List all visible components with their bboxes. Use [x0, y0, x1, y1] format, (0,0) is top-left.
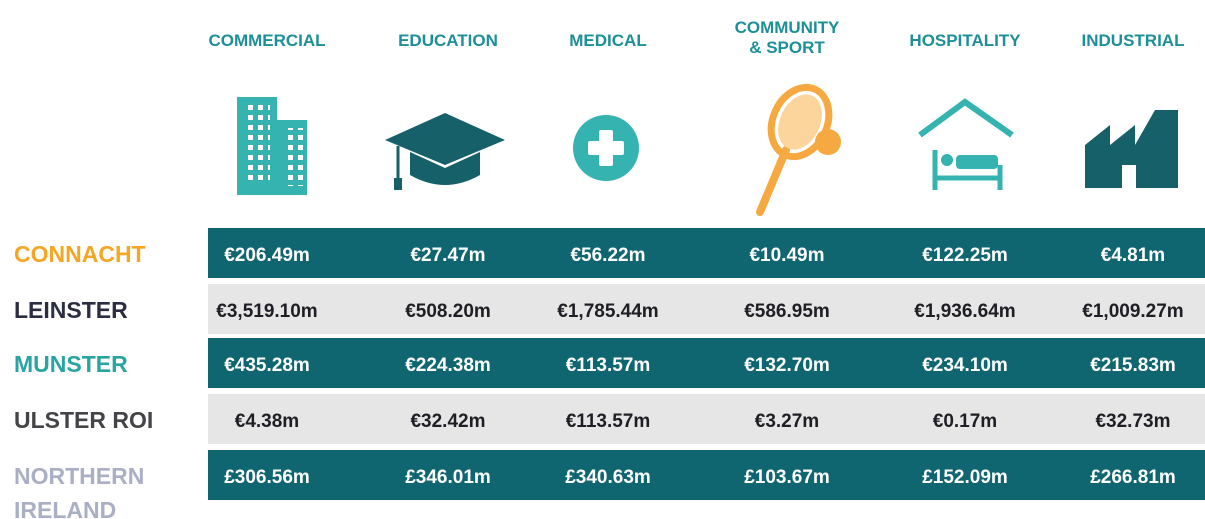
cell-value: £346.01m	[405, 467, 491, 488]
cell-value: €3.27m	[755, 411, 819, 432]
cell-value: €586.95m	[744, 301, 830, 322]
icon-commercial	[237, 97, 307, 195]
row-label: NORTHERN IRELAND	[14, 463, 144, 519]
icon-industrial	[1085, 110, 1178, 188]
cell-value: €122.25m	[922, 245, 1008, 266]
icon-medical	[573, 115, 639, 181]
cell-value: €10.49m	[749, 245, 824, 266]
row-band	[208, 228, 1205, 278]
cell-value: £103.67m	[744, 467, 830, 488]
column-header: COMMERCIAL	[208, 31, 325, 50]
row-label: ULSTER ROI	[14, 407, 153, 433]
cell-value: €206.49m	[224, 245, 310, 266]
icon-education	[385, 113, 505, 190]
cell-value: €1,785.44m	[557, 301, 658, 322]
row-band	[208, 450, 1205, 500]
cell-value: €1,009.27m	[1082, 301, 1183, 322]
column-header: COMMUNITY & SPORT	[735, 18, 840, 57]
cell-value: €56.22m	[570, 245, 645, 266]
icon-hospitality	[918, 98, 1014, 190]
cell-value: £306.56m	[224, 467, 310, 488]
row-band	[208, 284, 1205, 334]
cell-value: €113.57m	[566, 411, 651, 432]
row-label: CONNACHT	[14, 241, 146, 267]
cell-value: €224.38m	[405, 355, 491, 376]
cell-value: €4.38m	[235, 411, 299, 432]
column-header: MEDICAL	[569, 31, 646, 50]
cell-value: €113.57m	[566, 355, 651, 376]
cell-value: £266.81m	[1090, 467, 1176, 488]
cell-value: €0.17m	[933, 411, 997, 432]
cell-value: €3,519.10m	[216, 301, 317, 322]
row-label: MUNSTER	[14, 351, 128, 377]
row-band	[208, 338, 1205, 388]
cell-value: €132.70m	[744, 355, 830, 376]
icon-sport	[756, 83, 841, 216]
cell-value: €234.10m	[922, 355, 1008, 376]
column-header: HOSPITALITY	[909, 31, 1021, 50]
cell-value: €32.73m	[1095, 411, 1170, 432]
row-label: LEINSTER	[14, 297, 128, 323]
cell-value: €4.81m	[1101, 245, 1165, 266]
cell-value: £340.63m	[565, 467, 651, 488]
cell-value: €508.20m	[405, 301, 491, 322]
cell-value: €435.28m	[224, 355, 310, 376]
cell-value: €215.83m	[1090, 355, 1176, 376]
row-band	[208, 394, 1205, 444]
column-header: INDUSTRIAL	[1082, 31, 1185, 50]
cell-value: €32.42m	[410, 411, 485, 432]
cell-value: €27.47m	[410, 245, 485, 266]
cell-value: €1,936.64m	[914, 301, 1015, 322]
cell-value: £152.09m	[922, 467, 1008, 488]
column-header: EDUCATION	[398, 31, 498, 50]
